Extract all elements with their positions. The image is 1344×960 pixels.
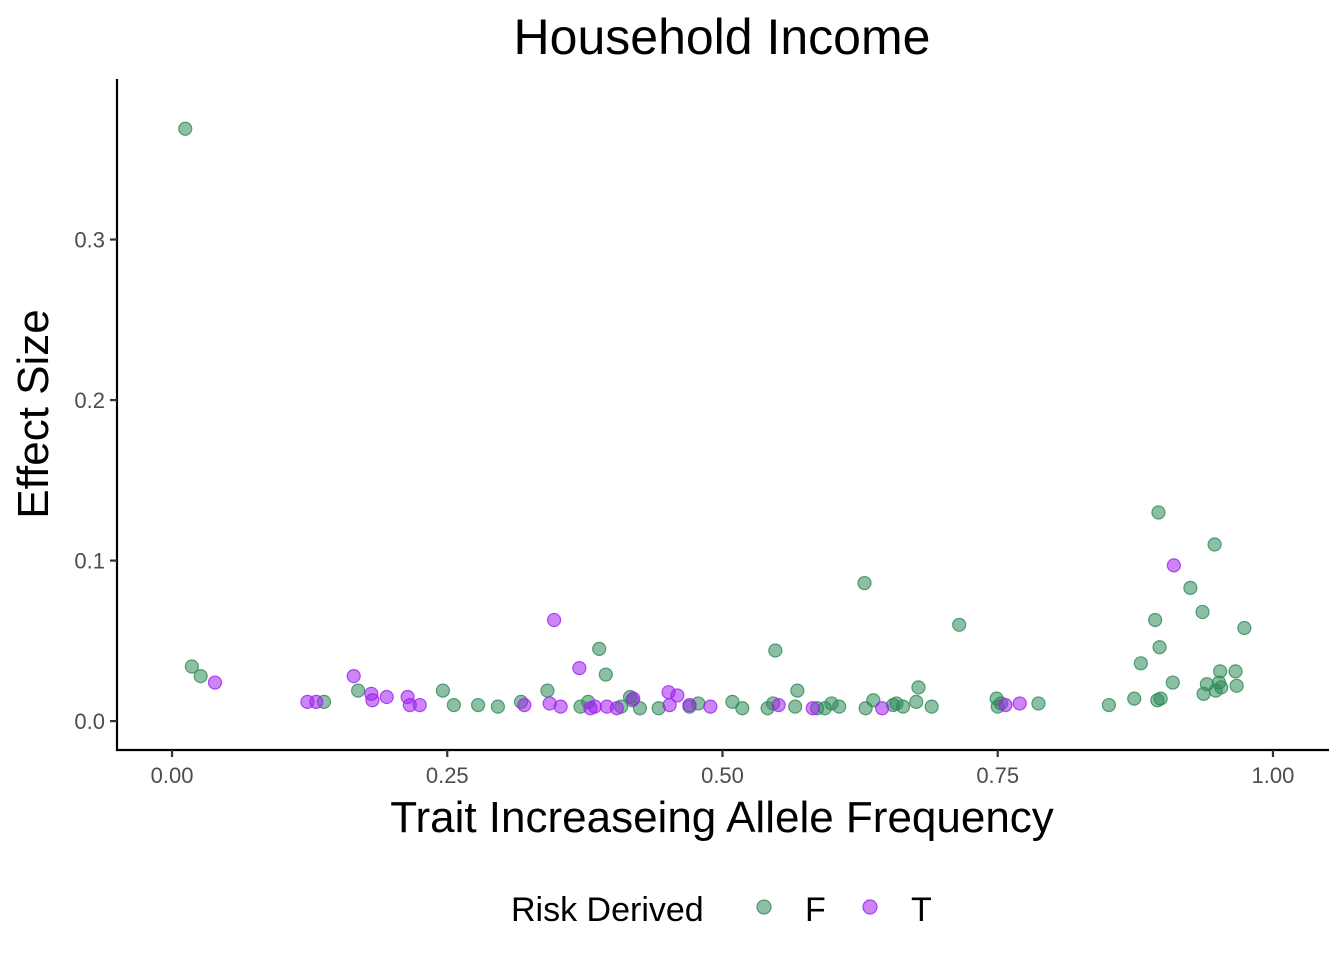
data-point-f	[435, 683, 450, 698]
y-axis-ticks: 0.0 0.1 0.2 0.3	[74, 228, 117, 734]
data-point-t	[875, 701, 890, 716]
data-point-f	[598, 667, 613, 682]
data-point-t	[703, 699, 718, 714]
data-point-f	[952, 617, 967, 632]
data-point-t	[546, 612, 562, 628]
data-point-f	[1229, 678, 1244, 693]
data-point-f	[1101, 697, 1117, 713]
data-point-t	[379, 689, 394, 705]
data-point-t	[553, 699, 568, 714]
data-point-t	[1012, 696, 1027, 711]
data-point-t	[572, 661, 587, 676]
data-point-f	[1237, 620, 1252, 636]
data-point-f	[446, 697, 461, 713]
data-point-t	[412, 697, 427, 713]
data-point-f	[193, 669, 208, 684]
data-point-t	[626, 691, 641, 706]
data-point-f	[857, 575, 872, 591]
data-point-f	[184, 659, 199, 674]
data-point-t	[587, 699, 602, 714]
data-point-f	[725, 694, 740, 709]
data-point-t	[365, 693, 380, 708]
points-layer	[178, 121, 1252, 716]
data-point-f	[832, 699, 847, 714]
data-point-f	[1031, 696, 1046, 711]
series-t	[207, 558, 1181, 716]
legend-key-f	[756, 899, 772, 915]
data-point-f	[1152, 640, 1167, 655]
data-point-f	[1228, 664, 1243, 679]
data-point-t	[998, 697, 1013, 713]
data-point-t	[1166, 558, 1181, 573]
data-point-t	[662, 697, 677, 713]
legend-key-t	[862, 899, 878, 915]
y-tick-label: 0.0	[74, 709, 105, 734]
legend-label-t: T	[911, 891, 932, 929]
data-point-f	[1195, 604, 1210, 620]
data-point-f	[350, 683, 366, 698]
x-tick-label: 0.50	[701, 763, 744, 788]
chart-title: Household Income	[514, 9, 931, 65]
legend-title: Risk Derived	[511, 891, 704, 929]
data-point-t	[309, 694, 324, 709]
data-point-t	[346, 669, 361, 684]
data-point-f	[1183, 580, 1198, 595]
data-point-t	[207, 675, 223, 690]
data-point-f	[895, 699, 911, 714]
data-point-f	[178, 121, 193, 136]
data-point-f	[924, 699, 939, 714]
x-tick-label: 0.00	[151, 763, 194, 788]
data-point-f	[1127, 691, 1142, 706]
data-point-f	[540, 683, 555, 698]
data-point-f	[735, 701, 750, 716]
data-point-f	[1148, 612, 1163, 628]
data-point-f	[1207, 537, 1222, 552]
y-axis-title: Effect Size	[9, 309, 58, 519]
data-point-f	[1151, 505, 1166, 520]
series-f	[178, 121, 1252, 716]
data-point-f	[1133, 656, 1148, 671]
data-point-f	[911, 680, 926, 695]
data-point-f	[470, 697, 486, 713]
data-point-f	[788, 699, 803, 714]
data-point-f	[1153, 691, 1168, 706]
data-point-f	[592, 641, 607, 656]
data-point-t	[805, 701, 820, 716]
y-tick-label: 0.2	[74, 388, 105, 413]
x-tick-label: 0.25	[426, 763, 469, 788]
x-tick-label: 0.75	[976, 763, 1019, 788]
data-point-f	[1165, 675, 1180, 690]
data-point-f	[1213, 664, 1228, 679]
legend-label-f: F	[805, 891, 826, 929]
x-axis-ticks: 0.00 0.25 0.50 0.75 1.00	[151, 750, 1295, 788]
legend: Risk Derived F T	[511, 891, 932, 929]
x-tick-label: 1.00	[1252, 763, 1295, 788]
x-axis-title: Trait Increaseing Allele Frequency	[390, 793, 1054, 842]
data-point-t	[771, 697, 786, 713]
data-point-f	[909, 694, 924, 709]
y-tick-label: 0.1	[74, 549, 105, 574]
data-point-t	[609, 701, 624, 716]
data-point-f	[866, 693, 881, 708]
y-tick-label: 0.3	[74, 228, 105, 253]
data-point-f	[768, 643, 783, 658]
data-point-t	[670, 688, 685, 703]
data-point-t	[682, 697, 697, 713]
data-point-t	[517, 697, 532, 713]
data-point-f	[632, 701, 648, 716]
data-point-f	[1214, 680, 1229, 695]
data-point-f	[790, 683, 805, 698]
data-point-f	[490, 699, 506, 714]
